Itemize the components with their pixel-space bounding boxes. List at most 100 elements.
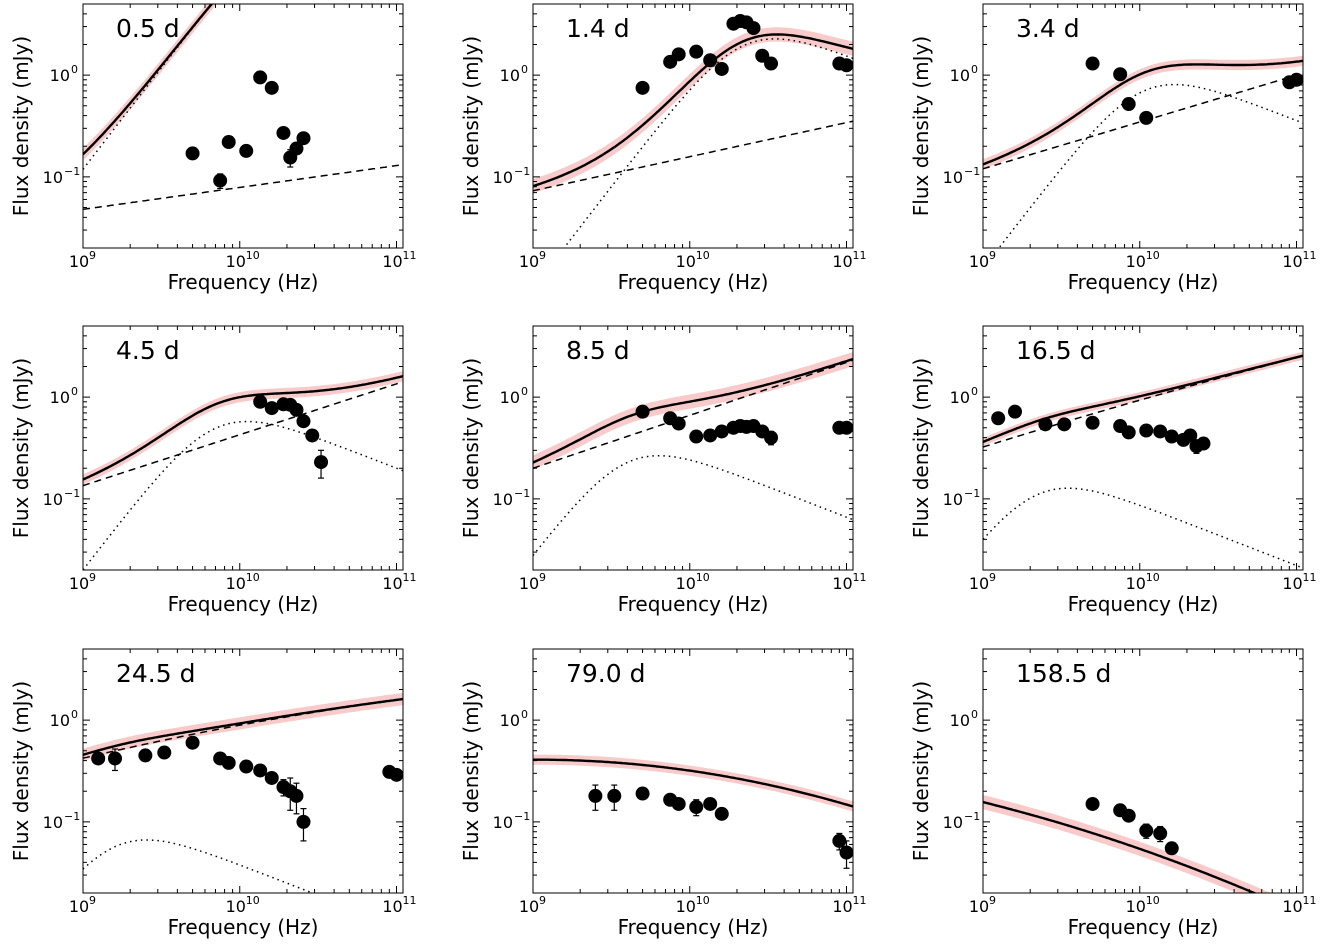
x-axis-label: Frequency (Hz): [168, 592, 319, 616]
data-point: [305, 428, 320, 443]
y-tick-label: 10: [943, 813, 963, 832]
axes-frame: [982, 325, 1304, 571]
y-tick-label-exponent: 0: [971, 385, 978, 398]
y-tick-label-exponent: −1: [964, 810, 980, 823]
data-point: [264, 401, 279, 416]
power-law-component-line: [533, 359, 853, 469]
data-point: [253, 70, 268, 85]
x-tick-label-exponent: 9: [89, 249, 96, 262]
data-point: [1183, 428, 1198, 443]
data-point: [296, 414, 311, 429]
data-point: [1121, 425, 1136, 440]
y-tick-label: 10: [50, 711, 70, 730]
x-axis-label: Frequency (Hz): [1068, 592, 1219, 616]
panel-epoch-label: 1.4 d: [566, 14, 630, 43]
data-point: [1139, 423, 1154, 438]
y-tick-label: 10: [500, 388, 520, 407]
plot-area: [83, 4, 403, 211]
data-point: [1164, 841, 1179, 856]
data-point: [607, 788, 622, 803]
x-axis-label: Frequency (Hz): [618, 592, 769, 616]
plot-area: [83, 692, 403, 893]
x-tick-label: 10: [1126, 897, 1146, 916]
data-point: [1196, 436, 1211, 451]
plot-area: [983, 55, 1303, 248]
data-point: [671, 416, 686, 431]
model-uncertainty-band: [533, 27, 853, 194]
data-point: [1153, 424, 1168, 439]
x-tick-label-exponent: 11: [403, 571, 417, 584]
y-tick-label-exponent: −1: [514, 165, 530, 178]
x-tick-label: 10: [69, 574, 89, 593]
data-point: [138, 748, 153, 763]
y-axis-label: Flux density (mJy): [909, 358, 933, 538]
y-tick-label-exponent: 0: [71, 708, 78, 721]
x-tick-label: 10: [69, 252, 89, 271]
panel-epoch-label: 3.4 d: [1016, 14, 1080, 43]
x-tick-label-exponent: 11: [403, 894, 417, 907]
y-axis-label: Flux density (mJy): [909, 681, 933, 861]
plot-area: [533, 754, 853, 869]
data-point: [185, 146, 200, 161]
data-point: [714, 424, 729, 439]
data-point: [253, 763, 268, 778]
panel-epoch-label: 79.0 d: [566, 659, 645, 688]
data-point: [635, 786, 650, 801]
axes-frame: [532, 325, 854, 571]
y-tick-label: 10: [943, 168, 963, 187]
total-model-line: [83, 375, 403, 481]
x-tick-label: 10: [519, 252, 539, 271]
data-point: [1085, 415, 1100, 430]
total-model-line: [983, 354, 1303, 444]
data-point: [157, 745, 172, 760]
total-model-line: [533, 357, 853, 464]
x-tick-label: 10: [1126, 252, 1146, 271]
x-tick-label-exponent: 9: [539, 249, 546, 262]
data-point: [1038, 417, 1053, 432]
data-point: [276, 125, 291, 140]
power-law-component-line: [83, 698, 403, 759]
data-point: [1007, 404, 1022, 419]
model-uncertainty-band: [83, 371, 403, 485]
x-tick-label-exponent: 10: [696, 571, 710, 584]
data-point: [1121, 808, 1136, 823]
data-point: [839, 420, 853, 435]
data-point: [703, 53, 718, 68]
x-tick-label: 10: [969, 574, 989, 593]
x-tick-label-exponent: 11: [853, 571, 867, 584]
y-axis-label: Flux density (mJy): [459, 36, 483, 216]
x-tick-label: 10: [382, 252, 402, 271]
x-tick-label-exponent: 10: [696, 894, 710, 907]
model-uncertainty-band: [533, 351, 853, 470]
y-tick-label: 10: [950, 388, 970, 407]
axes-frame: [532, 648, 854, 894]
data-point: [635, 404, 650, 419]
x-tick-label: 10: [519, 574, 539, 593]
x-tick-label: 10: [832, 574, 852, 593]
x-tick-label-exponent: 11: [1303, 249, 1317, 262]
x-axis-label: Frequency (Hz): [168, 915, 319, 939]
data-point: [832, 833, 847, 848]
x-tick-label: 10: [226, 252, 246, 271]
power-law-component-line: [83, 381, 403, 487]
peaked-component-line: [83, 839, 315, 893]
x-tick-label-exponent: 10: [1146, 894, 1160, 907]
y-tick-label-exponent: −1: [964, 487, 980, 500]
y-tick-label-exponent: 0: [521, 708, 528, 721]
y-tick-label: 10: [950, 66, 970, 85]
data-point: [1289, 72, 1303, 87]
x-tick-label: 10: [69, 897, 89, 916]
data-point: [764, 430, 779, 445]
y-tick-label-exponent: −1: [64, 487, 80, 500]
power-law-component-line: [533, 120, 853, 192]
axes-frame: [982, 648, 1304, 894]
y-tick-label-exponent: 0: [71, 385, 78, 398]
data-point: [1121, 97, 1136, 112]
y-axis-label: Flux density (mJy): [909, 36, 933, 216]
data-point: [703, 428, 718, 443]
y-tick-label-exponent: 0: [971, 63, 978, 76]
x-axis-label: Frequency (Hz): [1068, 915, 1219, 939]
data-point: [1085, 796, 1100, 811]
data-point: [714, 806, 729, 821]
